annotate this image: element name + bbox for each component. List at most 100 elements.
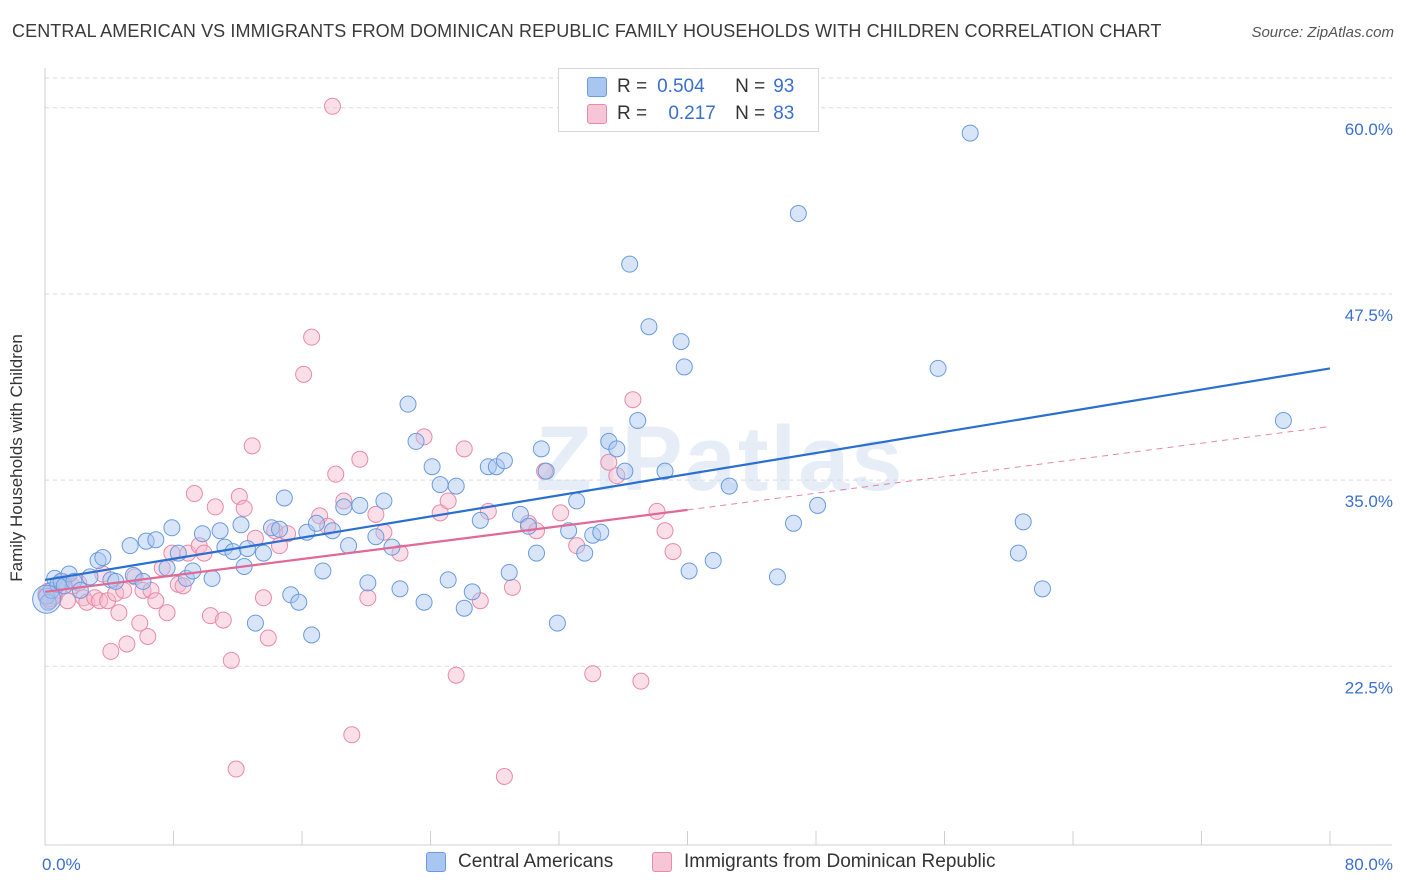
data-point-dominican xyxy=(367,505,385,523)
source-label: Source: ZipAtlas.com xyxy=(1251,24,1394,41)
data-point-dominican xyxy=(254,589,272,607)
y-tick-label: 60.0% xyxy=(1345,120,1393,139)
data-point-central-american-cluster xyxy=(32,584,62,614)
data-point-central-american xyxy=(89,552,107,570)
data-point-central-american xyxy=(1274,412,1292,430)
data-point-central-american xyxy=(203,569,221,587)
gridlines xyxy=(45,77,1392,667)
data-point-dominican xyxy=(147,592,165,610)
bottom-legend-swatch-pink xyxy=(652,852,672,872)
data-point-central-american xyxy=(704,552,722,570)
data-point-central-american xyxy=(415,593,433,611)
trend-line-dominican-extension xyxy=(687,426,1331,511)
legend-swatch-pink xyxy=(587,104,607,124)
data-point-central-american xyxy=(439,571,457,589)
data-point-dominican xyxy=(552,504,570,522)
data-point-central-american xyxy=(246,614,264,632)
data-point-dominican xyxy=(632,672,650,690)
data-point-central-american xyxy=(576,544,594,562)
bottom-legend-central-american: Central Americans xyxy=(426,851,613,873)
data-point-dominican xyxy=(335,492,353,510)
data-point-dominican xyxy=(139,627,157,645)
data-point-central-american xyxy=(307,514,325,532)
data-point-dominican xyxy=(110,604,128,622)
legend-row-central-american: R = 0.504 N = 93 xyxy=(587,74,794,100)
data-point-central-american xyxy=(511,505,529,523)
y-tick-label: 47.5% xyxy=(1345,306,1393,325)
x-tick-label: 0.0% xyxy=(42,855,81,874)
data-point-central-american xyxy=(340,537,358,555)
data-point-central-american xyxy=(495,452,513,470)
data-point-central-american xyxy=(224,543,242,561)
data-point-central-american xyxy=(367,528,385,546)
data-point-dominican xyxy=(439,492,457,510)
data-point-central-american xyxy=(254,544,272,562)
data-point-dominican xyxy=(118,635,136,653)
data-point-dominican xyxy=(656,522,674,540)
trend-line-dominican xyxy=(44,508,688,593)
data-point-central-american xyxy=(528,544,546,562)
data-point-central-american xyxy=(407,432,425,450)
data-point-central-american xyxy=(809,496,827,514)
data-point-central-american xyxy=(49,575,67,593)
legend-r-value: 0.217 xyxy=(668,103,716,124)
data-point-dominican xyxy=(648,502,666,520)
legend-r-label: R = xyxy=(617,103,648,124)
data-point-dominican xyxy=(102,642,120,660)
data-point-dominican xyxy=(495,767,513,785)
data-point-dominican xyxy=(214,611,232,629)
data-point-central-american xyxy=(463,583,481,601)
bottom-legend-dominican: Immigrants from Dominican Republic xyxy=(652,851,996,873)
data-point-dominican xyxy=(455,440,473,458)
data-point-dominican xyxy=(351,450,369,468)
data-point-central-american xyxy=(720,477,738,495)
data-point-central-american xyxy=(447,477,465,495)
data-point-dominican xyxy=(324,97,342,115)
data-point-dominican xyxy=(222,651,240,669)
legend-r-value: 0.504 xyxy=(657,76,705,97)
data-point-dominican xyxy=(624,391,642,409)
data-point-central-american xyxy=(961,124,979,142)
legend-n-value: 83 xyxy=(773,103,795,124)
legend-row-dominican: R = 0.217 N = 83 xyxy=(587,101,794,127)
data-point-central-american xyxy=(532,440,550,458)
data-point-dominican xyxy=(235,499,253,517)
data-point-dominican xyxy=(279,525,297,543)
data-point-dominican xyxy=(600,453,618,471)
legend-n-value: 93 xyxy=(773,76,795,97)
data-point-central-american xyxy=(290,593,308,611)
data-point-central-american xyxy=(391,580,409,598)
watermark: ZIPatlas xyxy=(536,408,905,510)
data-point-dominican xyxy=(447,666,465,684)
data-point-dominican xyxy=(295,365,313,383)
data-point-central-american xyxy=(455,599,473,617)
chart-title: CENTRAL AMERICAN VS IMMIGRANTS FROM DOMI… xyxy=(12,21,1162,41)
data-point-central-american xyxy=(271,520,289,538)
y-axis-label: Family Households with Children xyxy=(7,334,26,582)
data-point-central-american xyxy=(375,492,393,510)
data-point-central-american xyxy=(608,440,626,458)
data-point-dominican xyxy=(259,629,277,647)
data-point-central-american xyxy=(500,563,518,581)
data-point-dominican xyxy=(327,465,345,483)
y-tick-label: 35.0% xyxy=(1345,492,1393,511)
trend-line-central-american xyxy=(44,367,1331,581)
data-point-central-american xyxy=(351,496,369,514)
data-point-central-american xyxy=(1014,513,1032,531)
data-point-central-american xyxy=(211,522,229,540)
data-point-central-american xyxy=(163,519,181,537)
data-point-central-american xyxy=(675,358,693,376)
correlation-legend: R = 0.504 N = 93 R = 0.217 N = 83 xyxy=(558,68,819,132)
data-point-central-american xyxy=(147,531,165,549)
data-point-dominican xyxy=(227,760,245,778)
data-point-central-american xyxy=(121,537,139,555)
data-point-central-american xyxy=(680,562,698,580)
data-point-central-american xyxy=(275,489,293,507)
series-central-american-points xyxy=(32,124,1292,644)
data-point-central-american xyxy=(1033,580,1051,598)
data-point-central-american xyxy=(629,412,647,430)
data-point-dominican xyxy=(664,543,682,561)
data-point-central-american xyxy=(621,255,639,273)
data-point-central-american xyxy=(303,626,321,644)
